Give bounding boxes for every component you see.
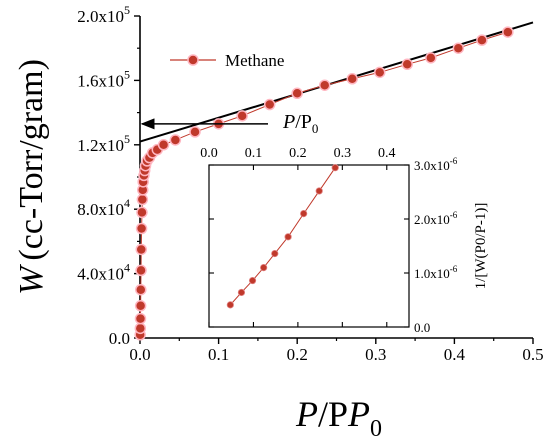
inset-data-point — [284, 233, 292, 241]
inset-series-points — [226, 164, 339, 309]
methane-series-points — [134, 26, 514, 341]
main-x-tick-label: 0.3 — [365, 345, 386, 364]
methane-data-point — [169, 134, 182, 146]
main-x-axis-title: P/PP0 — [295, 394, 382, 442]
methane-data-point — [136, 206, 148, 219]
main-y-axis-title: W(cc-Torr/gram) — [13, 59, 50, 295]
inset-x-tick-label: 0.3 — [334, 146, 352, 161]
methane-data-point — [136, 193, 149, 206]
methane-data-point — [236, 110, 248, 122]
methane-data-point — [135, 243, 148, 256]
methane-data-point — [263, 98, 276, 111]
main-y-tick-label: 0.0 — [109, 329, 130, 348]
legend-marker — [187, 54, 199, 66]
inset-frame — [208, 164, 410, 328]
methane-data-point — [134, 322, 147, 335]
methane-data-point — [189, 126, 201, 138]
methane-data-point — [401, 58, 413, 71]
main-x-tick-labels: 0.0 0.1 0.2 0.3 0.4 0.5 — [129, 345, 543, 364]
main-y-tick-label: 4.0x104 — [77, 261, 130, 284]
main-y-tick-label: 2.0x105 — [77, 3, 130, 26]
methane-data-point — [425, 52, 437, 64]
methane-data-point — [476, 34, 488, 46]
main-x-tick-label: 0.0 — [129, 345, 150, 364]
inset-x-tick-labels: 0.0 0.1 0.2 0.3 0.4 — [200, 146, 395, 161]
methane-data-point — [318, 79, 331, 91]
inset-data-point — [248, 276, 257, 285]
inset-y-tick-label: 1.0x10-6 — [414, 264, 458, 281]
inset-x-tick-label: 0.2 — [289, 146, 307, 161]
methane-data-point — [135, 222, 148, 235]
inset-data-point — [237, 288, 246, 297]
inset-y-tick-label: 3.0x10-6 — [414, 156, 458, 173]
inset-data-point — [300, 210, 308, 218]
main-y-tick-label: 8.0x104 — [77, 196, 130, 219]
inset-y-tick-labels: 0.0 1.0x10-6 2.0x10-6 3.0x10-6 — [414, 156, 458, 335]
main-x-tick-label: 0.4 — [444, 345, 466, 364]
main-y-tick-label: 1.2x105 — [77, 132, 130, 155]
methane-data-point — [291, 87, 303, 100]
methane-data-point — [157, 139, 170, 151]
methane-data-point — [502, 26, 514, 38]
legend: Methane — [170, 51, 284, 70]
inset-y-axis-title: 1/[W(P0/P-1)] — [473, 203, 489, 290]
inset-data-point — [331, 164, 339, 172]
inset-x-tick-label: 0.0 — [200, 146, 218, 161]
main-y-tick-label: 1.6x105 — [77, 67, 130, 90]
inset-data-point — [271, 249, 279, 258]
legend-label: Methane — [225, 51, 284, 70]
main-x-tick-label: 0.5 — [522, 345, 543, 364]
methane-data-point — [373, 66, 386, 79]
inset-data-point — [226, 301, 234, 309]
inset-x-tick-label: 0.1 — [245, 146, 263, 161]
inset-data-point — [315, 187, 323, 195]
methane-data-point — [134, 312, 147, 325]
inset-data-point — [260, 263, 268, 272]
methane-data-point — [135, 283, 147, 296]
svg-text:1/[W(P0/P-1)]: 1/[W(P0/P-1)] — [473, 203, 489, 290]
inset-ticks — [208, 164, 409, 328]
main-y-tick-labels: 0.0 4.0x104 8.0x104 1.2x105 1.6x105 2.0x105 — [77, 3, 130, 348]
inset-y-tick-label: 2.0x10-6 — [414, 210, 458, 227]
inset-x-tick-label: 0.4 — [378, 146, 396, 161]
svg-text:W(cc-Torr/gram): W(cc-Torr/gram) — [13, 59, 50, 295]
annotation-label: P/P0 — [282, 111, 318, 136]
methane-data-point — [135, 264, 147, 277]
methane-data-point — [346, 73, 358, 85]
methane-data-point — [134, 300, 147, 312]
main-x-tick-label: 0.1 — [208, 345, 229, 364]
inset-y-tick-label: 0.0 — [414, 320, 430, 335]
main-x-tick-label: 0.2 — [287, 345, 308, 364]
methane-data-point — [452, 42, 465, 54]
